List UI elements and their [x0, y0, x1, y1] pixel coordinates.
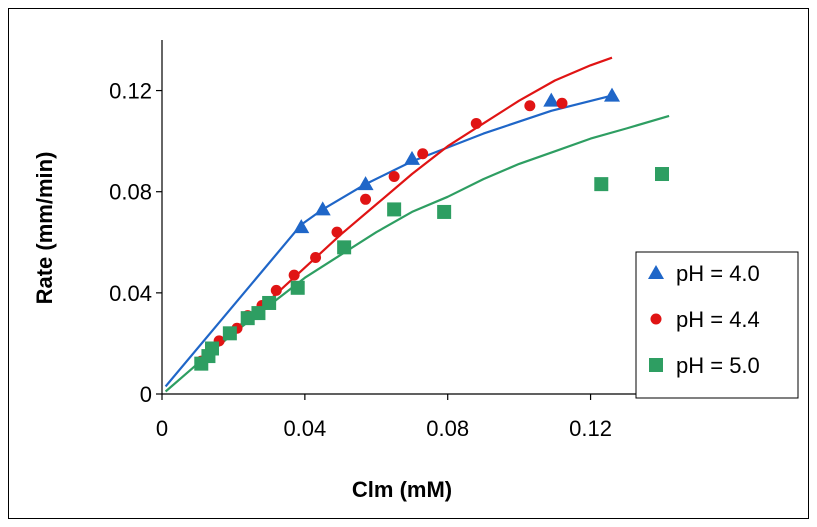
y-axis-title: Rate (mm/min): [32, 152, 57, 305]
data-point-ph-4-4: [360, 193, 372, 205]
fit-line-ph-4-0: [164, 94, 613, 388]
data-point-ph-4-4: [310, 251, 322, 263]
data-point-ph-4-0: [357, 176, 374, 191]
data-point-ph-4-0: [604, 87, 620, 102]
data-point-ph-5-0: [290, 280, 305, 295]
data-point-ph-4-4: [331, 226, 343, 238]
data-point-ph-4-4: [388, 171, 400, 183]
data-point-ph-5-0: [240, 311, 255, 326]
y-tick-label: 0.08: [109, 180, 152, 205]
x-tick-label: 0.08: [426, 416, 469, 441]
legend: pH = 4.0 pH = 4.4 pH = 5.0: [635, 251, 799, 399]
data-point-ph-5-0: [437, 204, 452, 219]
data-point-ph-4-4: [288, 269, 300, 281]
data-point-ph-4-0: [293, 219, 310, 234]
x-tick-label: 0.04: [283, 416, 326, 441]
x-tick-label: 0.12: [569, 416, 612, 441]
data-point-ph-5-0: [222, 326, 237, 341]
axes: [156, 40, 662, 400]
data-point-ph-4-0: [314, 201, 331, 216]
legend-marker-ph-4-4: [650, 313, 662, 325]
data-point-ph-4-0: [543, 92, 560, 107]
data-point-ph-5-0: [262, 295, 277, 310]
legend-box: [635, 251, 799, 399]
legend-marker-ph-4-0: [648, 265, 664, 279]
x-axis-title: Clm (mM): [352, 477, 452, 502]
data-point-ph-4-4: [417, 148, 429, 160]
tick-labels: 0 0.04 0.08 0.12 0 0.04 0.08 0.12: [109, 79, 612, 441]
data-point-ph-4-4: [270, 284, 282, 296]
data-point-ph-4-4: [556, 97, 568, 109]
legend-label-ph-5-0: pH = 5.0: [676, 353, 760, 378]
data-point-ph-4-0: [404, 150, 420, 165]
data-point-ph-4-4: [524, 100, 536, 112]
y-tick-label: 0.04: [109, 281, 152, 306]
data-point-ph-5-0: [205, 341, 219, 356]
data-point-ph-5-0: [337, 240, 352, 255]
y-tick-label: 0: [140, 382, 152, 407]
data-point-ph-5-0: [387, 202, 402, 217]
legend-marker-ph-5-0: [649, 358, 663, 372]
data-points: [194, 87, 669, 371]
legend-label-ph-4-4: pH = 4.4: [676, 307, 760, 332]
y-tick-label: 0.12: [109, 79, 152, 104]
x-tick-label: 0: [156, 416, 168, 441]
data-point-ph-5-0: [251, 306, 266, 321]
data-point-ph-4-4: [470, 117, 482, 129]
data-point-ph-5-0: [594, 177, 609, 192]
data-point-ph-5-0: [655, 167, 669, 182]
legend-label-ph-4-0: pH = 4.0: [676, 261, 760, 286]
